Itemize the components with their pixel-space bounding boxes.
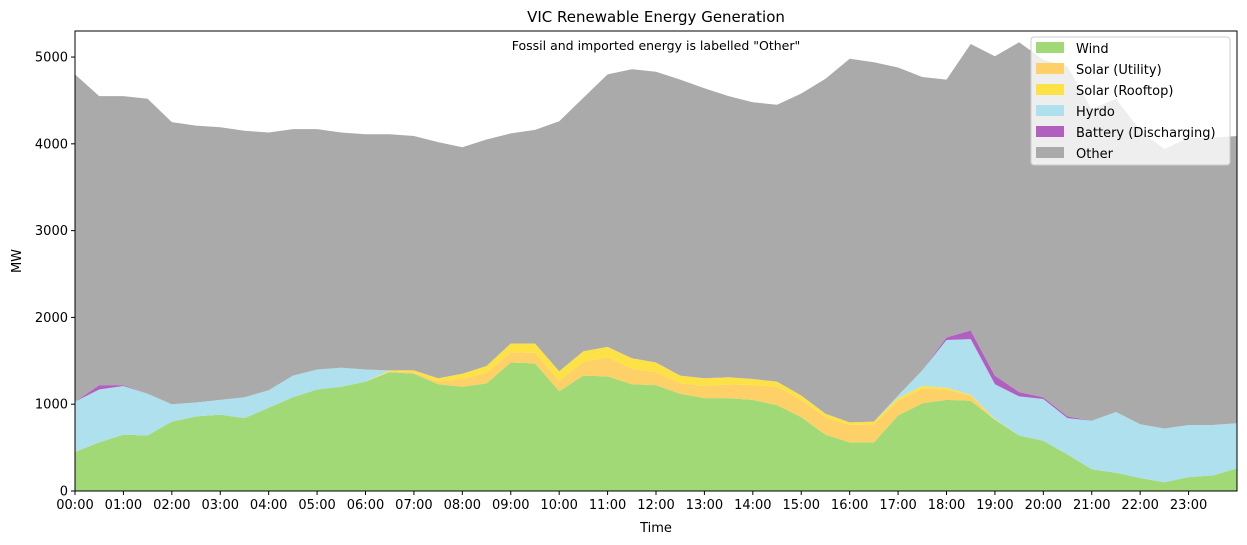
x-tick-label: 21:00 bbox=[1073, 498, 1110, 513]
legend-swatch-other bbox=[1036, 147, 1064, 158]
y-tick-label: 1000 bbox=[35, 398, 68, 413]
legend-swatch-wind bbox=[1036, 42, 1064, 53]
legend-swatch-solar-rooftop bbox=[1036, 84, 1064, 95]
legend-label-hyrdo: Hyrdo bbox=[1076, 105, 1115, 120]
x-tick-label: 13:00 bbox=[686, 498, 723, 513]
legend-label-wind: Wind bbox=[1076, 42, 1109, 57]
y-tick-label: 4000 bbox=[35, 137, 68, 152]
x-tick-label: 07:00 bbox=[395, 498, 432, 513]
x-axis-ticks: 00:00 01:00 02:00 03:00 04:00 05:00 06:00 07:00… bbox=[56, 491, 1207, 513]
x-tick-label: 16:00 bbox=[831, 498, 868, 513]
x-tick-label: 11:00 bbox=[589, 498, 626, 513]
legend-label-solar-rooftop: Solar (Rooftop) bbox=[1076, 84, 1173, 99]
legend-label-solar-utility: Solar (Utility) bbox=[1076, 63, 1162, 78]
x-tick-label: 01:00 bbox=[105, 498, 142, 513]
area-other bbox=[75, 42, 1237, 429]
x-tick-label: 22:00 bbox=[1121, 498, 1158, 513]
legend-label-other: Other bbox=[1076, 147, 1114, 162]
y-axis-label: MW bbox=[10, 249, 25, 273]
chart-title: VIC Renewable Energy Generation bbox=[527, 8, 785, 26]
x-tick-label: 09:00 bbox=[492, 498, 529, 513]
x-tick-label: 08:00 bbox=[444, 498, 481, 513]
y-axis-ticks: 0 1000 2000 3000 4000 5000 bbox=[35, 51, 75, 500]
y-tick-label: 0 bbox=[60, 485, 68, 500]
x-tick-label: 14:00 bbox=[734, 498, 771, 513]
x-tick-label: 02:00 bbox=[153, 498, 190, 513]
y-tick-label: 2000 bbox=[35, 311, 68, 326]
x-tick-label: 19:00 bbox=[976, 498, 1013, 513]
x-tick-label: 04:00 bbox=[250, 498, 287, 513]
legend-label-battery-discharging: Battery (Discharging) bbox=[1076, 126, 1216, 141]
x-tick-label: 05:00 bbox=[298, 498, 335, 513]
legend-swatch-solar-utility bbox=[1036, 63, 1064, 74]
x-tick-label: 10:00 bbox=[540, 498, 577, 513]
x-axis-label: Time bbox=[639, 521, 672, 536]
area-wind bbox=[75, 362, 1237, 491]
x-tick-label: 15:00 bbox=[783, 498, 820, 513]
y-tick-label: 3000 bbox=[35, 224, 68, 239]
y-tick-label: 5000 bbox=[35, 51, 68, 66]
x-tick-label: 23:00 bbox=[1170, 498, 1207, 513]
legend-box bbox=[1030, 36, 1231, 166]
x-tick-label: 03:00 bbox=[202, 498, 239, 513]
area-solar-rooftop bbox=[75, 343, 1237, 483]
x-tick-label: 06:00 bbox=[347, 498, 384, 513]
area-hyrdo bbox=[75, 339, 1237, 483]
x-tick-label: 20:00 bbox=[1025, 498, 1062, 513]
x-tick-label: 12:00 bbox=[637, 498, 674, 513]
x-tick-label: 17:00 bbox=[879, 498, 916, 513]
chart-subtitle: Fossil and imported energy is labelled "… bbox=[512, 38, 800, 53]
x-tick-label: 00:00 bbox=[56, 498, 93, 513]
area-solar-utility bbox=[75, 352, 1237, 483]
stacked-areas bbox=[75, 42, 1237, 491]
legend-swatch-hyrdo bbox=[1036, 105, 1064, 116]
legend: Wind Solar (Utility) Solar (Rooftop) Hyrdo B… bbox=[1030, 36, 1231, 166]
x-tick-label: 18:00 bbox=[928, 498, 965, 513]
legend-swatch-battery-discharging bbox=[1036, 126, 1064, 137]
